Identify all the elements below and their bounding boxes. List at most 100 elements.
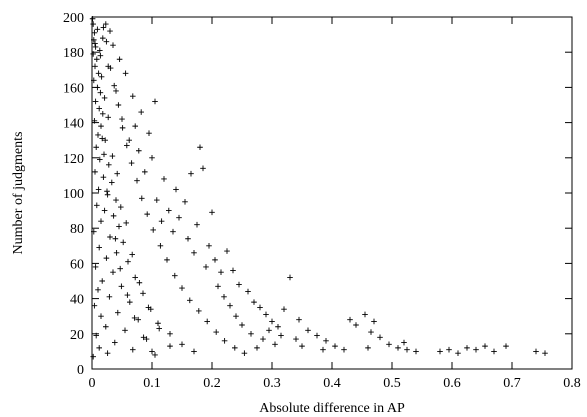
data-point <box>134 177 140 184</box>
data-point <box>95 287 101 293</box>
data-point <box>179 285 185 291</box>
data-point <box>263 311 269 318</box>
data-point <box>146 130 152 136</box>
data-point <box>122 70 129 77</box>
data-point <box>371 318 377 325</box>
y-tick-label: 60 <box>70 257 84 272</box>
data-point <box>107 28 113 34</box>
data-point <box>287 274 293 281</box>
data-point <box>122 327 128 334</box>
data-point <box>155 320 161 327</box>
data-point <box>154 197 160 203</box>
data-point <box>161 176 167 182</box>
data-point <box>91 30 98 36</box>
data-point <box>341 346 347 353</box>
x-axis-title: Absolute difference in AP <box>259 401 405 416</box>
data-point <box>140 334 147 341</box>
data-point <box>103 323 109 330</box>
data-point <box>323 338 329 344</box>
data-point <box>103 38 110 45</box>
data-point <box>212 257 218 263</box>
data-point <box>90 51 96 57</box>
data-point <box>144 211 150 217</box>
data-point <box>116 223 122 230</box>
y-tick-label: 20 <box>70 328 84 343</box>
data-point <box>278 332 284 339</box>
data-point <box>97 52 104 59</box>
y-tick-label: 100 <box>63 187 84 202</box>
data-point <box>167 331 173 337</box>
data-point <box>206 243 212 249</box>
data-point <box>332 343 338 349</box>
data-point <box>260 336 266 342</box>
data-point <box>119 116 125 122</box>
data-point <box>96 105 102 112</box>
data-point <box>110 213 117 219</box>
data-point <box>95 70 102 77</box>
data-point <box>94 56 100 63</box>
data-point <box>98 218 104 224</box>
data-point <box>136 279 143 286</box>
data-point <box>197 144 203 151</box>
x-tick-label: 0.8 <box>563 376 581 391</box>
data-point <box>464 345 470 351</box>
data-point <box>120 239 126 246</box>
data-point <box>437 348 443 355</box>
x-tick-label: 0.7 <box>503 376 521 391</box>
data-point <box>221 294 227 300</box>
data-point <box>167 343 173 349</box>
data-point <box>377 334 383 341</box>
data-point <box>100 174 107 180</box>
data-point <box>110 42 116 48</box>
data-point <box>254 345 260 351</box>
data-point <box>299 343 305 349</box>
data-point <box>100 35 106 41</box>
data-point <box>172 272 178 279</box>
data-point <box>124 142 130 149</box>
data-point <box>482 343 488 349</box>
data-point <box>112 235 119 242</box>
data-point <box>101 95 108 101</box>
data-point <box>92 40 98 47</box>
x-tick-label: 0.4 <box>323 376 341 391</box>
data-point <box>232 345 238 351</box>
data-point <box>101 151 107 158</box>
data-point <box>106 294 113 300</box>
plot-area-border <box>91 16 573 370</box>
data-point <box>143 336 150 342</box>
data-point <box>97 89 104 96</box>
data-point <box>221 338 228 344</box>
data-point <box>109 153 116 159</box>
data-point <box>245 288 251 295</box>
y-tick-label: 180 <box>63 46 84 61</box>
data-point <box>503 343 509 349</box>
data-point <box>166 207 172 214</box>
data-point <box>314 332 320 339</box>
data-point <box>386 341 392 348</box>
plot-frame <box>91 16 573 370</box>
data-point <box>196 308 202 314</box>
data-point <box>170 228 176 235</box>
data-point <box>94 26 101 33</box>
data-point <box>132 123 138 129</box>
y-tick-label: 80 <box>70 222 84 237</box>
data-point <box>404 346 410 353</box>
data-point <box>97 47 103 54</box>
data-point <box>241 350 248 356</box>
data-point <box>100 24 107 31</box>
data-point <box>173 186 179 193</box>
x-tick-label: 0.1 <box>143 376 161 391</box>
y-tick-label: 140 <box>63 117 84 132</box>
data-point <box>230 267 236 274</box>
data-point <box>105 114 111 121</box>
data-point <box>119 125 126 131</box>
data-point <box>191 348 197 355</box>
y-tick-label: 160 <box>63 81 84 96</box>
data-point <box>92 264 99 270</box>
y-axis-title: Number of judgments <box>11 132 26 255</box>
data-point <box>128 160 135 166</box>
data-point <box>131 315 138 321</box>
data-point <box>109 179 115 186</box>
y-tick-label: 0 <box>77 363 84 378</box>
data-point <box>395 345 401 351</box>
